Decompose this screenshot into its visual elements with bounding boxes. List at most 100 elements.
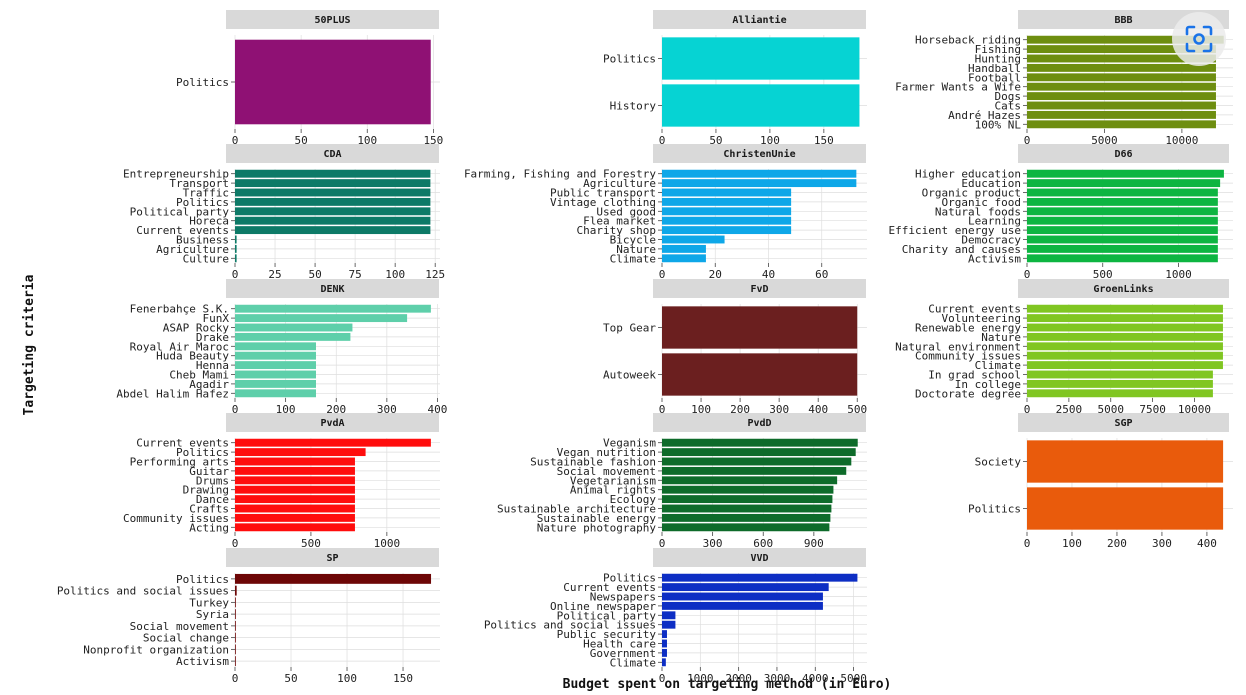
bar (662, 179, 857, 188)
bar (235, 207, 431, 216)
x-tick-label: 20 (709, 268, 722, 281)
bar (1027, 314, 1223, 323)
bar (662, 639, 667, 648)
facet-title: SP (326, 553, 338, 564)
category-label: Politics (176, 196, 229, 209)
bar (1027, 45, 1216, 54)
facet-title: DENK (320, 284, 344, 295)
x-tick-label: 100 (691, 403, 711, 416)
bar (235, 370, 316, 379)
category-label: Business (176, 234, 229, 247)
bar (1027, 82, 1216, 91)
facet-title: PvdA (320, 418, 344, 429)
category-label: Agriculture (156, 243, 229, 256)
facet-strip (1018, 413, 1229, 432)
category-label: Current events (136, 437, 229, 450)
category-label: Transport (169, 177, 229, 190)
bar (662, 457, 852, 466)
x-tick-label: 75 (348, 268, 361, 281)
x-tick-label: 0 (1024, 537, 1031, 550)
lens-button[interactable] (1172, 12, 1226, 66)
category-label: Charity and causes (902, 243, 1021, 256)
bar (235, 620, 236, 631)
category-label: Climate (610, 656, 656, 669)
x-tick-label: 0 (232, 134, 239, 147)
category-label: Handball (968, 62, 1021, 75)
category-label: Online newspaper (550, 600, 656, 613)
bar (235, 495, 355, 504)
x-tick-label: 0 (659, 268, 666, 281)
bar (662, 37, 860, 80)
bar (235, 216, 431, 225)
facet-title: BBB (1114, 15, 1132, 26)
bar (1027, 101, 1216, 110)
x-tick-label: 5000 (1097, 403, 1124, 416)
category-label: Drake (196, 331, 229, 344)
category-label: Political party (130, 205, 230, 218)
category-label: Ecology (610, 493, 657, 506)
bar (662, 504, 832, 513)
bar (235, 323, 353, 332)
x-tick-label: 100 (1062, 537, 1082, 550)
x-tick-label: 300 (703, 537, 723, 550)
x-tick-label: 4000 (802, 672, 829, 685)
category-label: Sustainable architecture (497, 503, 656, 516)
bar (662, 188, 792, 197)
facet-title: D66 (1114, 149, 1132, 160)
x-tick-label: 300 (377, 403, 397, 416)
facet-cda: CDA 0 25 50 75 100 125 EntrepreneurshipTranspor… (123, 144, 445, 281)
bar (1027, 244, 1218, 253)
category-label: ASAP Rocky (163, 322, 230, 335)
x-tick-label: 900 (804, 537, 824, 550)
bar (1027, 110, 1216, 119)
category-label: Crafts (189, 503, 229, 516)
category-label: Nature photography (537, 521, 657, 534)
category-label: Higher education (915, 168, 1021, 181)
bar (662, 306, 858, 349)
bar (1027, 120, 1216, 129)
category-label: Syria (196, 608, 229, 621)
bar (662, 523, 830, 532)
x-tick-label: 600 (753, 537, 773, 550)
facet-strip (653, 144, 866, 163)
facet-title: ChristenUnie (723, 148, 795, 160)
x-tick-label: 50 (295, 134, 308, 147)
category-label: Sustainable fashion (530, 456, 656, 469)
bar (1027, 361, 1223, 370)
category-label: Bicycle (610, 234, 656, 247)
bar (662, 244, 706, 253)
category-label: Climate (975, 359, 1021, 372)
category-label: Fenerbahçe S.K. (130, 303, 229, 316)
bar (662, 254, 706, 263)
facet-title: VVD (750, 553, 768, 564)
x-tick-label: 0 (659, 537, 666, 550)
category-label: Acting (189, 521, 229, 534)
bar (662, 658, 666, 667)
bar (1027, 197, 1218, 206)
category-label: Newspapers (590, 591, 656, 604)
x-tick-label: 50 (284, 672, 297, 685)
category-label: FunX (203, 312, 230, 325)
category-label: Activism (968, 252, 1021, 265)
bar (1027, 254, 1218, 263)
bar (662, 169, 857, 178)
x-tick-label: 0 (659, 403, 666, 416)
category-label: Public security (557, 628, 657, 641)
bar (1027, 226, 1218, 235)
x-tick-label: 0 (232, 537, 239, 550)
bar (235, 314, 408, 323)
x-tick-label: 0 (1024, 268, 1031, 281)
category-label: Traffic (183, 187, 229, 200)
bar (1027, 487, 1224, 530)
x-tick-label: 5000 (840, 672, 867, 685)
x-tick-label: 0 (659, 134, 666, 147)
x-tick-label: 5000 (1091, 134, 1118, 147)
x-tick-label: 1000 (687, 672, 714, 685)
category-label: Hunting (975, 53, 1021, 66)
category-label: Doctorate degree (915, 387, 1021, 400)
x-tick-label: 25 (268, 268, 281, 281)
x-tick-label: 0 (1024, 134, 1031, 147)
facet-strip (226, 413, 439, 432)
